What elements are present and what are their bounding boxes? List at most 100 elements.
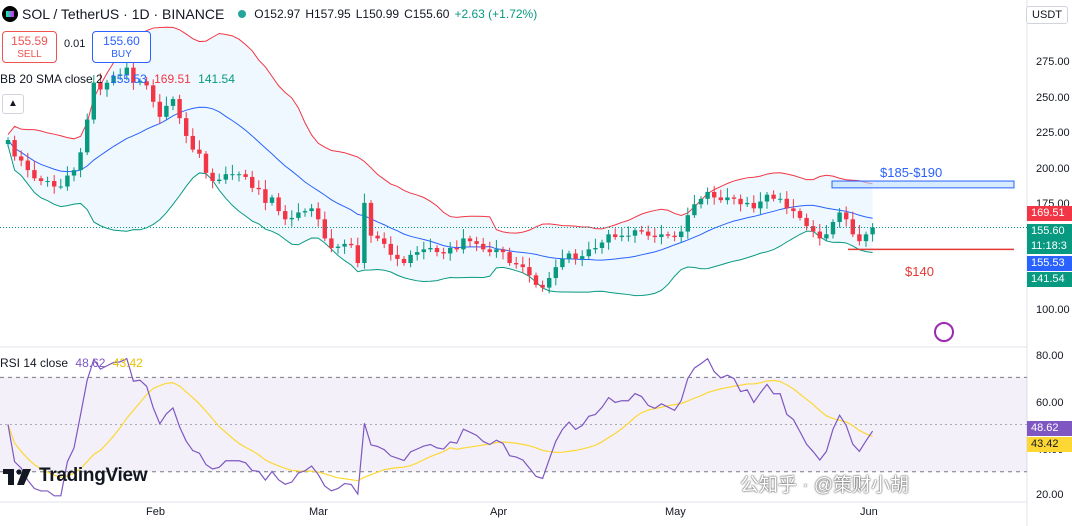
candle-body: [646, 231, 651, 236]
candle-body: [679, 231, 684, 238]
candle-body: [520, 264, 525, 268]
candle-body: [514, 263, 519, 265]
candle-body: [494, 249, 499, 253]
bb-lower-label: 141.54: [1027, 272, 1072, 287]
bb-upper-line: [7, 26, 873, 234]
candle-body: [731, 197, 737, 199]
candle-body: [250, 176, 255, 188]
candle-body: [276, 197, 281, 212]
buy-label: BUY: [111, 49, 132, 60]
candle-body: [527, 267, 532, 276]
candle-body: [434, 247, 440, 253]
candle-body: [619, 235, 624, 238]
change-value: +2.63 (+1.72%): [454, 7, 538, 21]
candle-body: [540, 284, 545, 288]
close-value: C155.60: [404, 7, 450, 21]
rsi-legend[interactable]: RSI 14 close 48.62 43.42: [0, 356, 147, 370]
candle-body: [388, 243, 393, 255]
price-tick: 275.00: [1036, 56, 1070, 68]
candle-body: [104, 82, 110, 90]
lightning-icon[interactable]: [934, 322, 954, 342]
candle-body: [296, 212, 301, 218]
candle-body: [745, 202, 750, 205]
candle-body: [487, 249, 492, 253]
candle-body: [223, 174, 228, 180]
candle-body: [65, 175, 70, 187]
candle-body: [362, 202, 367, 264]
candle-body: [507, 252, 512, 264]
candle-body: [811, 226, 816, 232]
candle-body: [751, 202, 756, 209]
candle-body: [210, 172, 215, 182]
candle-body: [302, 211, 308, 213]
candle-body: [725, 197, 730, 201]
bb-lower-value: 141.54: [198, 72, 235, 86]
candle-body: [289, 217, 294, 220]
candle-body: [98, 82, 103, 90]
buy-button[interactable]: 155.60 BUY: [92, 31, 151, 63]
sell-price: 155.59: [11, 34, 48, 48]
buy-price: 155.60: [103, 34, 140, 48]
candle-body: [137, 81, 143, 83]
candle-body: [870, 227, 875, 235]
currency-button[interactable]: USDT: [1026, 6, 1068, 24]
candle-body: [685, 215, 690, 232]
tradingview-logo: TradingView: [3, 465, 148, 487]
rsi-tick: 60.00: [1036, 397, 1064, 409]
candle-body: [632, 230, 638, 236]
candle-body: [368, 202, 374, 236]
candle-body: [758, 201, 763, 209]
candle-body: [190, 135, 195, 150]
price-tick: 200.00: [1036, 163, 1070, 175]
price-tick: 225.00: [1036, 127, 1070, 139]
candle-body: [382, 238, 387, 244]
candle-body: [428, 247, 433, 250]
candle-body: [553, 267, 558, 279]
candle-body: [824, 234, 829, 239]
candle-body: [355, 245, 360, 264]
spread-value: 0.01: [64, 38, 86, 50]
rsi-line: [7, 357, 874, 497]
candle-body: [395, 254, 400, 259]
candle-body: [78, 152, 83, 171]
candle-body: [606, 234, 611, 243]
rsi-tick: 20.00: [1036, 489, 1064, 501]
candle-body: [5, 140, 11, 145]
symbol-header[interactable]: SOL / TetherUS · 1D · BINANCE O152.97 H1…: [0, 0, 1000, 28]
candle-body: [316, 208, 321, 220]
rsi-band: [0, 377, 1027, 472]
bb-legend[interactable]: BB 20 SMA close 2 155.53 169.51 141.54: [0, 72, 239, 86]
tradingview-icon: [3, 469, 31, 485]
rsi-axis-label: 48.62: [1027, 421, 1072, 436]
watermark-text: 公知乎 · @策财小胡: [740, 475, 910, 496]
sell-button[interactable]: 155.59 SELL: [2, 31, 57, 63]
support-annotation: $140: [905, 264, 934, 279]
symbol-title[interactable]: SOL / TetherUS · 1D · BINANCE: [22, 6, 225, 22]
candle-body: [593, 247, 598, 250]
candle-body: [421, 249, 426, 253]
candle-body: [408, 254, 413, 264]
candle-body: [25, 160, 30, 171]
candle-body: [613, 234, 618, 238]
candle-body: [12, 140, 17, 157]
price-tick: 250.00: [1036, 92, 1070, 104]
last-price-label: 155.60: [1027, 224, 1072, 239]
candle-body: [45, 181, 50, 183]
candle-body: [164, 105, 169, 117]
candle-body: [850, 219, 855, 235]
candle-body: [665, 234, 671, 236]
candle-body: [335, 246, 341, 248]
candle-body: [52, 181, 57, 187]
candle-body: [639, 230, 644, 232]
candle-body: [712, 191, 717, 198]
bb-basis-value: 155.53: [110, 72, 147, 86]
candle-body: [441, 252, 446, 254]
candle-body: [342, 243, 347, 247]
candle-body: [791, 208, 796, 212]
candle-body: [474, 241, 479, 244]
candle-body: [626, 235, 631, 237]
collapse-legend-button[interactable]: ▲: [2, 94, 24, 114]
candle-body: [269, 197, 275, 203]
candle-body: [32, 170, 37, 179]
